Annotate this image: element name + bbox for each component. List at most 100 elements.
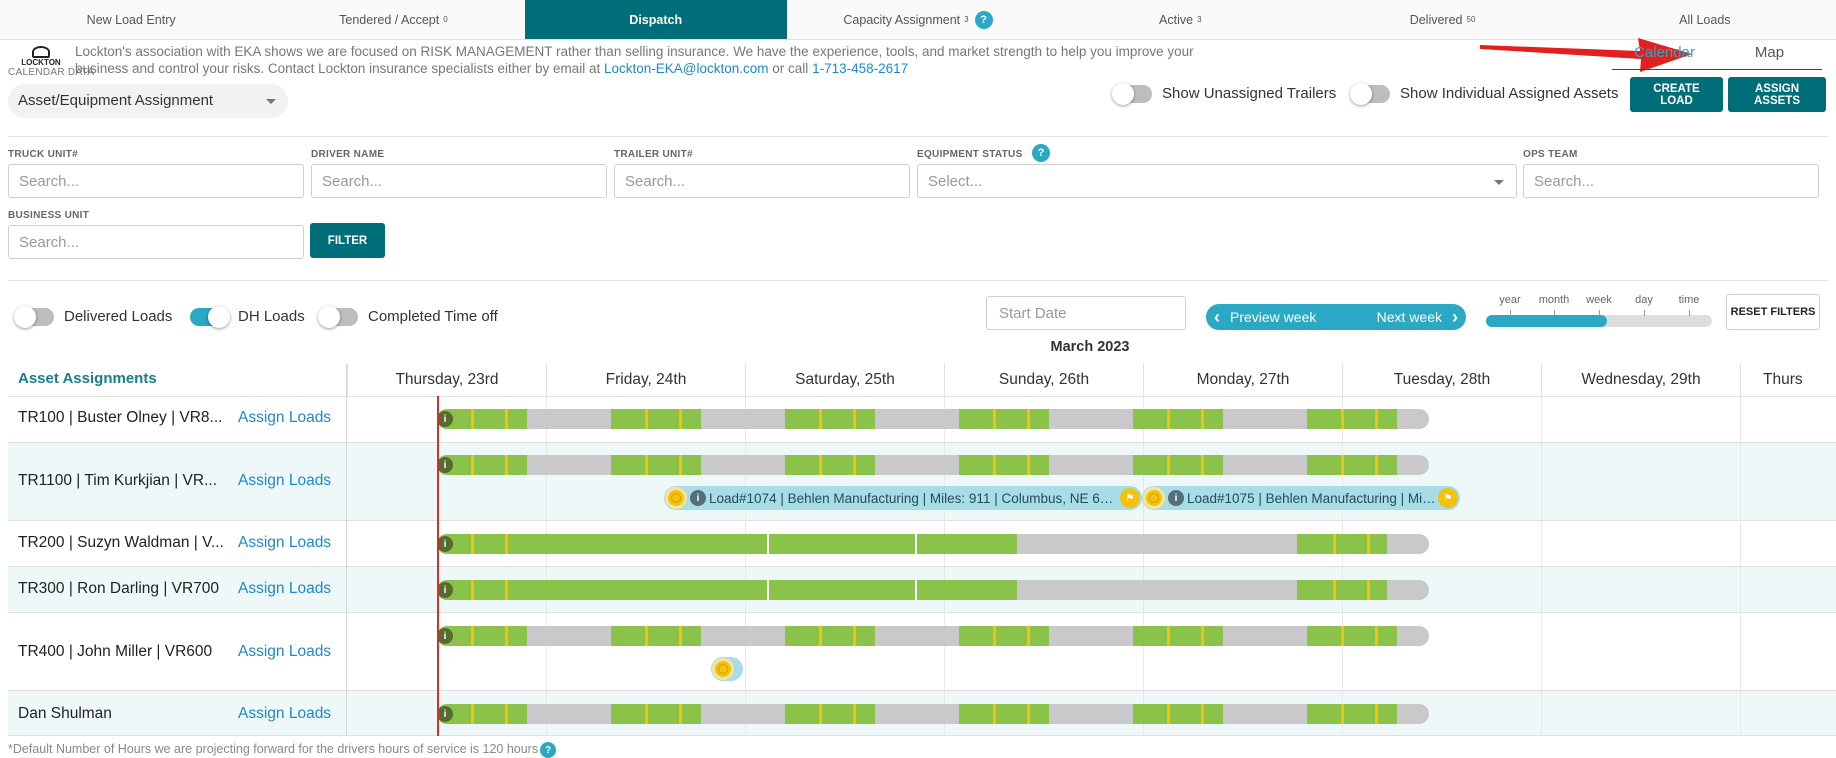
reset-filters-button[interactable]: RESET FILTERS [1726, 294, 1820, 330]
calendar-view-tab[interactable]: Calendar [1634, 44, 1695, 61]
info-icon[interactable]: i [1168, 490, 1184, 506]
completed-time-off-label: Completed Time off [368, 308, 498, 325]
assign-loads-link[interactable]: Assign Loads [238, 472, 332, 489]
info-icon[interactable]: i [690, 490, 706, 506]
load-label: Load#1074 | Behlen Manufacturing | Miles… [709, 490, 1118, 506]
dh-loads-toggle[interactable] [190, 306, 230, 328]
show-unassigned-trailers-toggle[interactable] [1112, 83, 1152, 105]
truck-unit-input[interactable]: Search... [8, 164, 304, 198]
current-time-line [437, 396, 439, 736]
zoom-label-month[interactable]: month [1538, 294, 1570, 306]
create-load-button[interactable]: CREATE LOAD [1630, 77, 1723, 112]
truck-unit-label: TRUCK UNIT# [8, 149, 78, 160]
business-unit-input[interactable]: Search... [8, 225, 304, 259]
lockton-banner: Lockton's association with EKA shows we … [75, 44, 1194, 76]
zoom-slider[interactable]: year month week day time [1486, 294, 1712, 330]
asset-name: TR400 | John Miller | VR600 [18, 643, 213, 660]
calendar-data-label: CALENDAR DATA [8, 67, 95, 78]
start-date-input[interactable]: Start Date [986, 296, 1186, 330]
flag-icon: ⚑ [1120, 488, 1140, 508]
trailer-unit-input[interactable]: Search... [614, 164, 910, 198]
help-icon[interactable]: ? [974, 10, 993, 29]
preview-week-button[interactable]: ‹ Preview week [1214, 306, 1317, 327]
lockton-phone-link[interactable]: 1-713-458-2617 [812, 61, 909, 76]
zoom-label-time[interactable]: time [1678, 294, 1700, 306]
hours-of-service-bar[interactable] [437, 626, 1429, 646]
next-week-button[interactable]: Next week › [1376, 306, 1458, 327]
driver-name-label: DRIVER NAME [311, 149, 385, 160]
zoom-label-week[interactable]: week [1586, 294, 1612, 306]
equipment-status-select[interactable]: Select... [917, 164, 1517, 198]
pickup-icon [665, 487, 687, 509]
assign-loads-link[interactable]: Assign Loads [238, 643, 332, 660]
business-unit-label: BUSINESS UNIT [8, 210, 90, 221]
tab-all-loads[interactable]: All Loads [1679, 12, 1731, 27]
info-icon[interactable]: i [437, 536, 453, 552]
day-header: Tuesday, 28th [1342, 364, 1541, 396]
hours-of-service-bar[interactable] [437, 580, 1429, 600]
filter-button[interactable]: FILTER [310, 223, 385, 258]
calendar-data-select[interactable]: Asset/Equipment Assignment [8, 84, 288, 118]
tab-badge: 3 [1197, 15, 1202, 24]
hours-of-service-bar[interactable] [437, 455, 1429, 475]
day-header: Sunday, 26th [944, 364, 1143, 396]
tab-active[interactable]: Active 3 [1159, 12, 1202, 27]
delivered-loads-toggle[interactable] [14, 306, 54, 328]
equipment-status-label: EQUIPMENT STATUS [917, 149, 1023, 160]
dh-loads-label: DH Loads [238, 308, 305, 325]
driver-name-input[interactable]: Search... [311, 164, 607, 198]
asset-assignments-title: Asset Assignments [18, 370, 157, 387]
assign-loads-link[interactable]: Assign Loads [238, 580, 332, 597]
zoom-fill [1486, 315, 1607, 327]
table-row [8, 520, 1836, 566]
day-header: Thurs [1740, 364, 1836, 396]
map-view-tab[interactable]: Map [1754, 44, 1785, 61]
load-bar[interactable]: i Load#1075 | Behlen Manufacturing | Mil… [1142, 486, 1460, 510]
week-navigation: ‹ Preview week Next week › [1206, 304, 1466, 330]
assign-loads-link[interactable]: Assign Loads [238, 705, 332, 722]
day-header: Wednesday, 29th [1541, 364, 1740, 396]
show-individual-assets-label: Show Individual Assigned Assets [1400, 85, 1619, 102]
lockton-logo: LOCKTON [18, 46, 64, 70]
ops-team-input[interactable]: Search... [1523, 164, 1819, 198]
tab-new-load-entry[interactable]: New Load Entry [86, 12, 176, 27]
view-switch: Calendar Map [1612, 44, 1822, 70]
assign-loads-link[interactable]: Assign Loads [238, 409, 332, 426]
chevron-down-icon [266, 99, 276, 104]
help-icon[interactable]: ? [540, 742, 557, 758]
day-header: Thursday, 23rd [347, 364, 546, 396]
hours-of-service-bar[interactable] [437, 409, 1429, 429]
load-bar[interactable]: i Load#1074 | Behlen Manufacturing | Mil… [664, 486, 1142, 510]
day-header: Saturday, 25th [745, 364, 944, 396]
tab-delivered[interactable]: Delivered 50 [1409, 12, 1476, 27]
day-header: Friday, 24th [546, 364, 745, 396]
hours-of-service-bar[interactable] [437, 704, 1429, 724]
ops-team-label: OPS TEAM [1523, 149, 1578, 160]
lockton-email-link[interactable]: Lockton-EKA@lockton.com [604, 61, 769, 76]
zoom-label-year[interactable]: year [1499, 294, 1521, 306]
tab-dispatch[interactable]: Dispatch [524, 0, 787, 39]
info-icon[interactable]: i [437, 411, 453, 427]
tab-tendered-accept[interactable]: Tendered / Accept 0 [339, 12, 448, 27]
info-icon[interactable]: i [437, 582, 453, 598]
completed-time-off-toggle[interactable] [318, 306, 358, 328]
delivered-loads-label: Delivered Loads [64, 308, 173, 325]
assign-loads-link[interactable]: Assign Loads [238, 534, 332, 551]
chevron-down-icon [1494, 180, 1504, 185]
load-label: Load#1075 | Behlen Manufacturing | Mil..… [1187, 490, 1436, 506]
asset-name: TR1100 | Tim Kurkjian | VR... [18, 472, 217, 489]
tab-badge: 3 [964, 15, 969, 24]
info-icon[interactable]: i [437, 628, 453, 644]
flag-icon: ⚑ [1438, 488, 1458, 508]
show-individual-assets-toggle[interactable] [1350, 83, 1390, 105]
hours-of-service-bar[interactable] [437, 534, 1429, 554]
divider [8, 136, 1828, 137]
info-icon[interactable]: i [437, 457, 453, 473]
assign-assets-button[interactable]: ASSIGN ASSETS [1728, 77, 1826, 112]
month-label: March 2023 [1050, 339, 1130, 355]
help-icon[interactable]: ? [1032, 144, 1050, 162]
tab-capacity-assignment[interactable]: Capacity Assignment 3? [787, 0, 1049, 39]
zoom-label-day[interactable]: day [1635, 294, 1653, 306]
load-bar[interactable] [711, 657, 743, 681]
info-icon[interactable]: i [437, 706, 453, 722]
